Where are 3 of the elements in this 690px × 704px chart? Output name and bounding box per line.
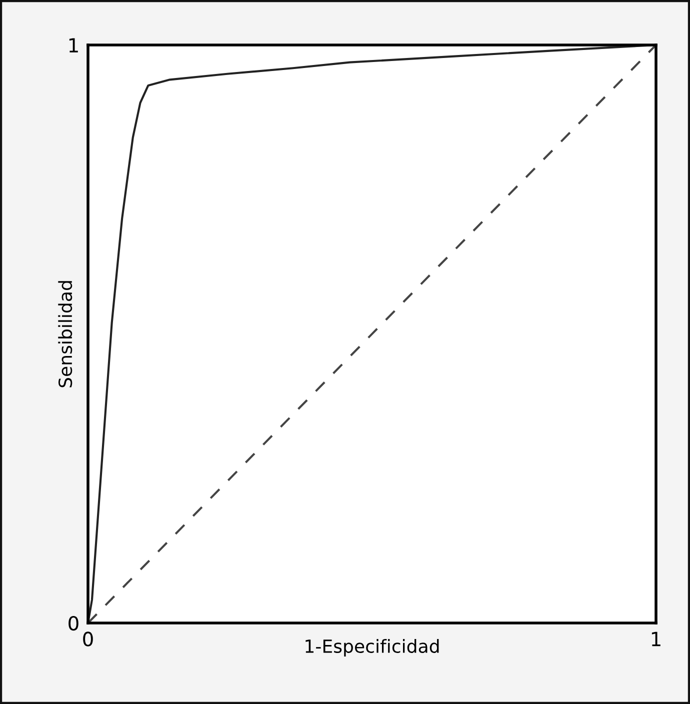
x-axis-title: 1-Especificidad [306, 639, 439, 657]
y-axis-title: Sensibilidad [58, 281, 72, 388]
line-series [86, 44, 658, 624]
